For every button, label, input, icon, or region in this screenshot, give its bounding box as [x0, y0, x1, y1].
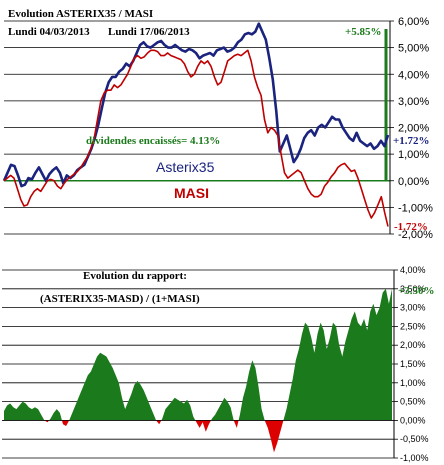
- top-chart-date-start: Lundi 04/03/2013: [8, 26, 90, 38]
- masi-series-line: [3, 49, 389, 227]
- bottom-y-tick-label: 3,50%: [400, 284, 426, 294]
- legend-asterix35: Asterix35: [156, 159, 215, 175]
- top-y-tick-label: 2,00%: [398, 123, 429, 135]
- top-y-tick-label: 5,00%: [398, 43, 429, 55]
- bottom-y-tick-label: 0,00%: [400, 415, 426, 425]
- bottom-y-tick-label: 3,00%: [400, 303, 426, 313]
- asterix35-series-line: [2, 22, 390, 188]
- top-chart-date-end: Lundi 17/06/2013: [108, 26, 190, 38]
- dividends-label: dividendes encaissés= 4.13%: [86, 135, 220, 147]
- top-y-tick-label: -2,00%: [398, 229, 433, 241]
- bottom-y-tick-label: 1,00%: [400, 378, 426, 388]
- top-y-tick-label: 6,00%: [398, 16, 429, 28]
- bottom-y-tick-label: -0,50%: [400, 434, 429, 444]
- top-y-tick-label: 4,00%: [398, 69, 429, 81]
- ratio-positive-area: [4, 288, 392, 421]
- bottom-end-label: +3.50%: [398, 285, 435, 297]
- top-chart-y-tick-labels: 6,00% 5,00% 4,00% 3,00% 2,00% 1,00% 0,00% -1,00…: [398, 16, 433, 241]
- top-y-tick-label: -1,00%: [398, 202, 433, 214]
- top-chart-title: Evolution ASTERIX35 / MASI: [8, 8, 153, 20]
- top-y-tick-label: 0,00%: [398, 176, 429, 188]
- bottom-y-tick-label: 1,50%: [400, 359, 426, 369]
- top-y-tick-label: 3,00%: [398, 96, 429, 108]
- bottom-y-tick-label: 2,00%: [400, 340, 426, 350]
- bottom-y-tick-label: 0,50%: [400, 397, 426, 407]
- top-chart-series: [2, 22, 390, 227]
- bottom-y-tick-label: 2,50%: [400, 321, 426, 331]
- gap-label: +5.85%: [345, 26, 382, 38]
- masi-end-label: -1.72%: [394, 221, 428, 233]
- bottom-chart-title: Evolution du rapport:: [83, 270, 187, 282]
- bottom-chart-formula: (ASTERIX35-MASD) / (1+MASI): [40, 293, 200, 305]
- top-chart-gridlines: [4, 20, 394, 235]
- asterix-end-label: +1.72%: [393, 135, 430, 147]
- bottom-chart-area: [2, 288, 394, 453]
- bottom-y-tick-label: 4,00%: [400, 265, 426, 275]
- top-y-tick-label: 1,00%: [398, 149, 429, 161]
- bottom-y-tick-label: -1,00%: [400, 453, 429, 463]
- legend-masi: MASI: [174, 185, 209, 201]
- bottom-chart-y-tick-labels: 4,00% 3,50% 3,00% 2,50% 2,00% 1,50% 1,00% 0,50%…: [400, 265, 429, 463]
